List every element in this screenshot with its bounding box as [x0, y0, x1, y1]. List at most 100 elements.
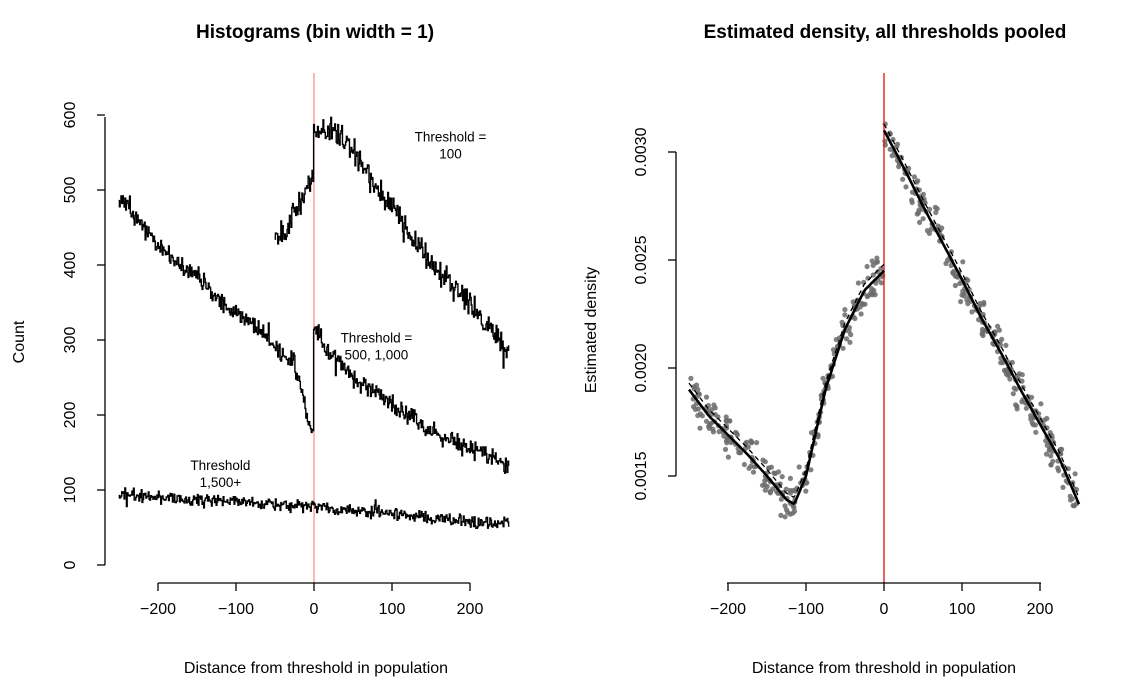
density-y-tick-label: 0.0025 [633, 235, 650, 284]
density-point [1055, 465, 1061, 471]
density-point [932, 204, 939, 210]
density-point [803, 488, 809, 494]
density-point [850, 299, 856, 305]
density-point [741, 461, 748, 468]
density-panel: Estimated density, all thresholds pooled… [583, 22, 1081, 677]
density-point [862, 301, 868, 307]
density-point [760, 457, 766, 463]
density-point [778, 512, 784, 519]
density-point [1038, 401, 1044, 407]
density-point [703, 394, 710, 400]
density-point [833, 337, 839, 343]
density-point [958, 299, 964, 305]
histogram-x-ticks: −200 −100 0 100 200 [140, 583, 483, 618]
histogram-title: Histograms (bin width = 1) [196, 22, 434, 43]
density-point [878, 266, 884, 272]
density-fit-right [882, 129, 1081, 505]
density-point [996, 327, 1003, 333]
density-point [703, 418, 710, 424]
density-point [1043, 438, 1049, 444]
density-point [722, 446, 729, 452]
histogram-y-tick-label: 200 [62, 402, 79, 429]
density-point [712, 411, 718, 418]
density-x-tick-label: 100 [949, 601, 976, 618]
histogram-y-tick-label: 300 [62, 327, 79, 354]
density-point [754, 440, 760, 446]
density-point [688, 375, 694, 381]
density-x-tick-label: 200 [1027, 601, 1054, 618]
density-point [710, 429, 717, 435]
density-point [759, 482, 766, 488]
density-point [1044, 442, 1050, 448]
density-point [998, 360, 1004, 366]
density-point [920, 191, 927, 197]
histogram-y-tick-label: 100 [62, 477, 79, 504]
density-point [920, 216, 926, 222]
density-point [916, 207, 922, 213]
histogram-x-tick-label: 100 [379, 601, 406, 618]
density-point [976, 317, 982, 323]
density-point [997, 342, 1004, 348]
density-point [750, 469, 757, 475]
density-point [928, 226, 934, 232]
density-point [782, 514, 788, 520]
histogram-x-tick-label: −200 [140, 601, 176, 618]
density-point [874, 255, 880, 261]
density-point [847, 339, 853, 345]
density-point [952, 282, 959, 289]
density-point [1002, 368, 1008, 374]
density-point [858, 311, 864, 317]
histogram-series-group [118, 116, 510, 529]
density-point [767, 490, 774, 496]
density-point [746, 465, 752, 471]
histogram-y-tick-label: 500 [62, 177, 79, 204]
density-point [1030, 422, 1036, 428]
density-x-tick-label: −100 [788, 601, 824, 618]
density-point [965, 277, 971, 283]
density-point [969, 309, 975, 315]
density-point [743, 439, 750, 445]
density-point [842, 312, 848, 318]
density-point [737, 450, 744, 456]
density-point [926, 230, 933, 236]
density-point [911, 174, 918, 180]
density-y-tick-label: 0.0020 [633, 343, 650, 392]
density-point [820, 375, 826, 381]
density-point [903, 184, 909, 190]
density-point [960, 288, 966, 294]
density-point [706, 425, 713, 431]
density-point [1044, 415, 1050, 422]
density-point [787, 475, 794, 481]
density-point [707, 421, 713, 427]
density-point [896, 164, 902, 170]
density-point [887, 146, 893, 152]
density-point [894, 144, 900, 150]
density-point [791, 508, 798, 514]
histogram-x-tick-label: 200 [457, 601, 484, 618]
density-point [844, 336, 850, 342]
density-point [796, 464, 802, 470]
density-point [695, 386, 701, 392]
histogram-panel: Histograms (bin width = 1) 0 100 200 300 400… [11, 22, 510, 677]
density-point [900, 176, 906, 182]
density-y-ticks: 0.0015 0.0020 0.0025 0.0030 [633, 127, 676, 500]
density-y-tick-label: 0.0030 [633, 127, 650, 176]
density-point [699, 413, 706, 419]
density-point [1048, 453, 1054, 459]
density-point [766, 465, 772, 471]
density-point [787, 490, 794, 496]
density-point [808, 467, 814, 473]
histogram-y-tick-label: 600 [62, 102, 79, 129]
density-point [869, 258, 875, 264]
density-point [960, 259, 966, 265]
density-point [695, 412, 701, 419]
density-point [1010, 391, 1016, 397]
density-point [725, 454, 732, 460]
histogram-x-tick-label: −100 [218, 601, 254, 618]
density-point [948, 262, 954, 269]
density-x-tick-label: −200 [710, 601, 746, 618]
histogram-series-3 [118, 487, 510, 529]
density-point [915, 178, 921, 184]
histogram-annotation-3: Threshold 1,500+ [190, 458, 250, 490]
